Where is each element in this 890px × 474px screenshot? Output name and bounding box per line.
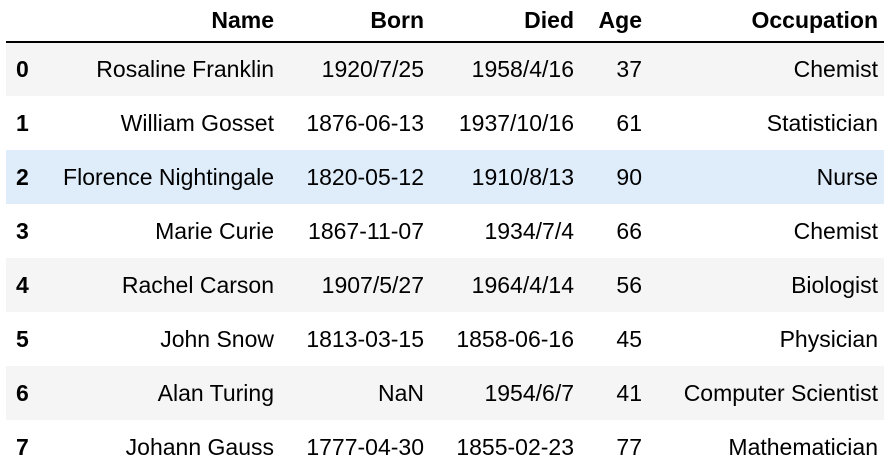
dataframe-table: Name Born Died Age Occupation 0 Rosaline… <box>6 0 884 474</box>
row-index: 4 <box>16 271 29 298</box>
cell-name: Alan Turing <box>157 379 274 406</box>
table-row[interactable]: 1 William Gosset 1876-06-13 1937/10/16 6… <box>6 96 884 150</box>
cell-occupation: Computer Scientist <box>683 379 878 406</box>
cell-died: 1937/10/16 <box>458 109 574 136</box>
cell-occupation: Biologist <box>791 271 878 298</box>
cell-born: 1777-04-30 <box>306 433 424 460</box>
row-index: 1 <box>16 109 29 136</box>
table-header: Name Born Died Age Occupation <box>6 0 884 42</box>
cell-died: 1855-02-23 <box>456 433 574 460</box>
header-died: Died <box>524 7 574 33</box>
header-occupation: Occupation <box>751 7 878 33</box>
cell-born: 1876-06-13 <box>306 109 424 136</box>
cell-age: 90 <box>616 163 642 190</box>
table-row[interactable]: 7 Johann Gauss 1777-04-30 1855-02-23 77 … <box>6 420 884 474</box>
cell-age: 41 <box>616 379 642 406</box>
cell-name: Johann Gauss <box>125 433 274 460</box>
cell-occupation: Statistician <box>766 109 878 136</box>
cell-born: 1867-11-07 <box>308 217 424 244</box>
cell-died: 1958/4/16 <box>471 56 574 82</box>
cell-name: Florence Nightingale <box>63 163 274 190</box>
table-row[interactable]: 5 John Snow 1813-03-15 1858-06-16 45 Phy… <box>6 312 884 366</box>
cell-age: 77 <box>616 433 642 460</box>
cell-age: 56 <box>616 271 642 298</box>
cell-occupation: Chemist <box>793 217 878 244</box>
table-row[interactable]: 2 Florence Nightingale 1820-05-12 1910/8… <box>6 150 884 204</box>
cell-occupation: Mathematician <box>728 433 878 460</box>
table-row[interactable]: 4 Rachel Carson 1907/5/27 1964/4/14 56 B… <box>6 258 884 312</box>
cell-age: 37 <box>616 56 642 82</box>
cell-age: 66 <box>616 217 642 244</box>
header-index <box>6 0 42 42</box>
row-index: 5 <box>16 325 29 352</box>
cell-name: Marie Curie <box>155 217 274 244</box>
cell-occupation: Nurse <box>816 163 878 190</box>
cell-age: 61 <box>616 109 642 136</box>
header-name: Name <box>211 7 274 33</box>
cell-name: Rosaline Franklin <box>96 56 274 82</box>
cell-occupation: Physician <box>779 325 878 352</box>
cell-died: 1954/6/7 <box>484 379 574 406</box>
cell-born: 1907/5/27 <box>321 271 424 298</box>
table-row[interactable]: 0 Rosaline Franklin 1920/7/25 1958/4/16 … <box>6 42 884 96</box>
table-body: 0 Rosaline Franklin 1920/7/25 1958/4/16 … <box>6 42 884 474</box>
cell-name: Rachel Carson <box>121 271 274 298</box>
cell-born: 1920/7/25 <box>321 56 424 82</box>
cell-born: NaN <box>377 379 424 406</box>
row-index: 3 <box>16 217 29 244</box>
cell-died: 1858-06-16 <box>456 325 574 352</box>
cell-age: 45 <box>616 325 642 352</box>
cell-died: 1964/4/14 <box>471 271 574 298</box>
header-age: Age <box>598 7 642 33</box>
row-index: 7 <box>16 433 29 460</box>
row-index: 6 <box>16 379 29 406</box>
cell-name: William Gosset <box>120 109 274 136</box>
table-row[interactable]: 3 Marie Curie 1867-11-07 1934/7/4 66 Che… <box>6 204 884 258</box>
cell-born: 1813-03-15 <box>306 325 424 352</box>
cell-name: John Snow <box>160 325 274 352</box>
cell-born: 1820-05-12 <box>306 163 424 190</box>
cell-died: 1910/8/13 <box>471 163 574 190</box>
cell-occupation: Chemist <box>793 56 878 82</box>
row-index: 0 <box>16 56 29 82</box>
header-born: Born <box>370 7 424 33</box>
header-row: Name Born Died Age Occupation <box>6 0 884 42</box>
cell-died: 1934/7/4 <box>484 217 574 244</box>
row-index: 2 <box>16 163 29 190</box>
table-row[interactable]: 6 Alan Turing NaN 1954/6/7 41 Computer S… <box>6 366 884 420</box>
